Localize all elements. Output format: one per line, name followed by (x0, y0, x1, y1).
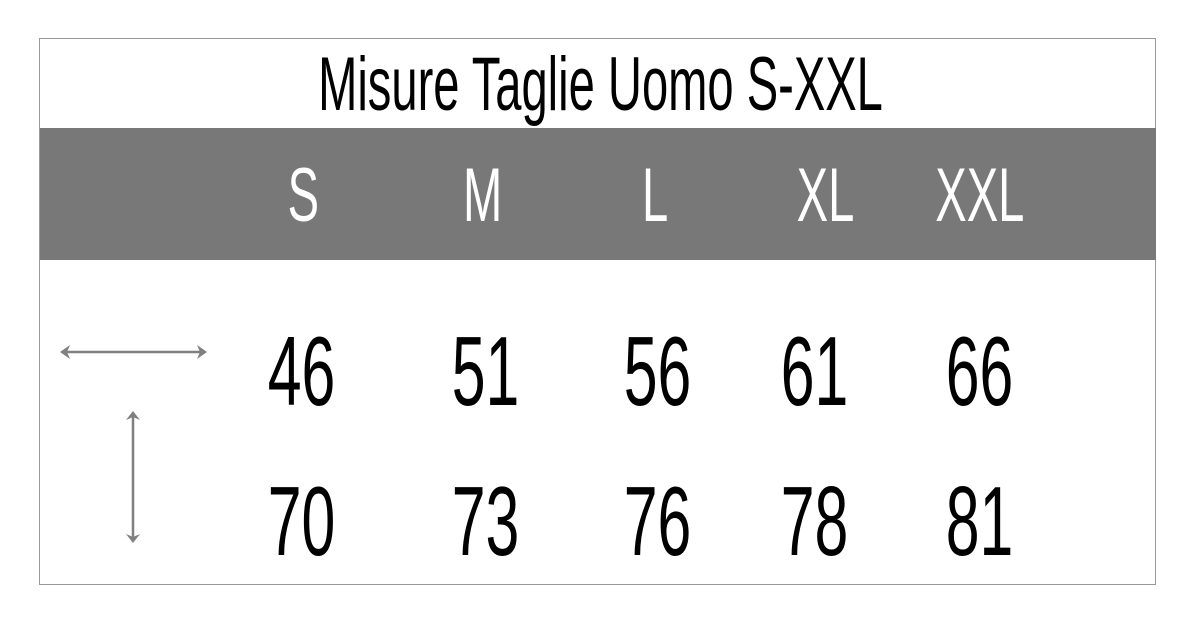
value-text: 76 (624, 466, 692, 576)
length-value-xl: 78 (715, 472, 915, 570)
value-text: 46 (268, 316, 336, 426)
length-value-xxl: 81 (880, 472, 1080, 570)
size-label: S (287, 153, 319, 238)
value-text: 66 (946, 316, 1014, 426)
size-header-s: S (203, 158, 403, 234)
value-text: 73 (452, 466, 520, 576)
size-header-m: M (383, 158, 583, 234)
size-header-band (40, 128, 1156, 260)
width-value-l: 56 (558, 322, 758, 420)
size-label: XXL (935, 153, 1025, 238)
value-text: 61 (781, 316, 849, 426)
value-text: 81 (946, 466, 1014, 576)
size-label: XL (796, 153, 854, 238)
width-value-s: 46 (202, 322, 402, 420)
width-value-m: 51 (386, 322, 586, 420)
chart-title: Misure Taglie Uomo S-XXL (0, 40, 1200, 130)
size-header-l: L (555, 158, 755, 234)
vertical-double-arrow-icon (126, 411, 140, 543)
horizontal-double-arrow-icon (60, 345, 207, 359)
value-text: 56 (624, 316, 692, 426)
value-text: 78 (781, 466, 849, 576)
length-value-l: 76 (558, 472, 758, 570)
length-value-m: 73 (386, 472, 586, 570)
value-text: 51 (452, 316, 520, 426)
size-chart-frame (39, 38, 1156, 585)
length-value-s: 70 (202, 472, 402, 570)
size-label: L (641, 153, 669, 238)
size-label: M (463, 153, 503, 238)
size-header-xl: XL (725, 158, 925, 234)
title-text: Misure Taglie Uomo S-XXL (317, 42, 883, 127)
width-value-xl: 61 (715, 322, 915, 420)
width-value-xxl: 66 (880, 322, 1080, 420)
size-header-xxl: XXL (880, 158, 1080, 234)
value-text: 70 (268, 466, 336, 576)
